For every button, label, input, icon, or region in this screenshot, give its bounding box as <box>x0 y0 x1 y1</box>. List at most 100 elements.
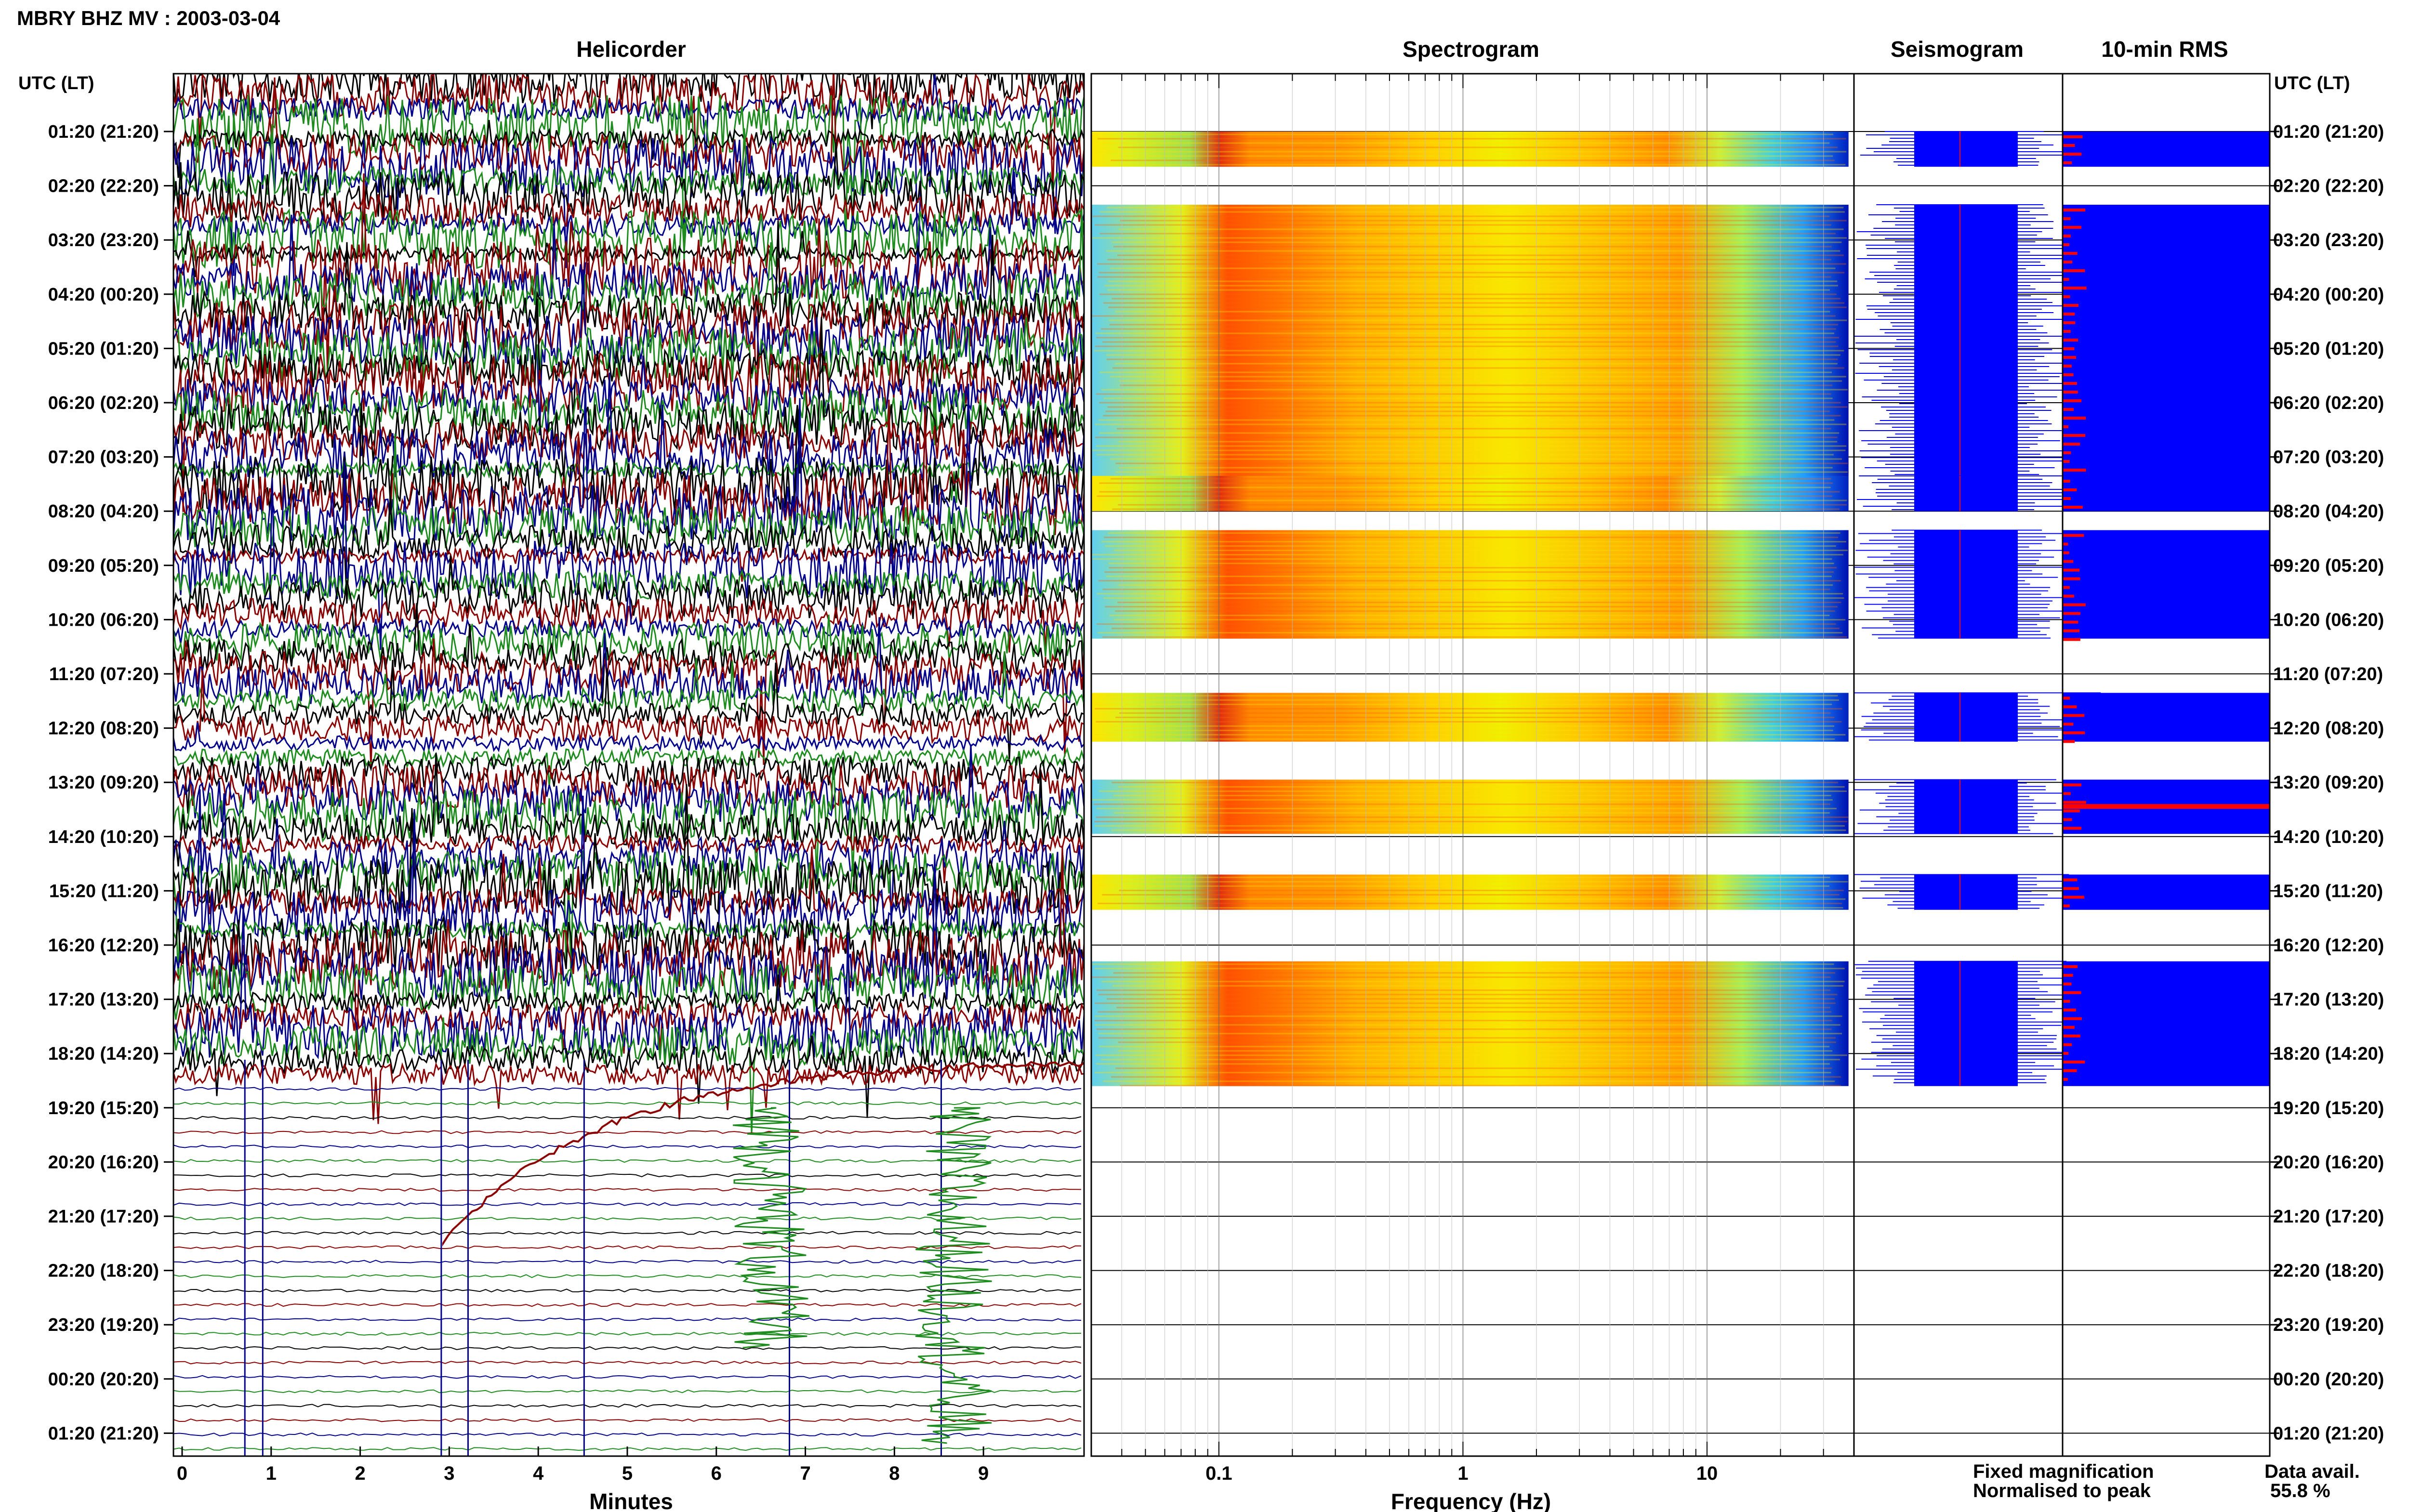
rms-normalised-bar <box>2063 973 2073 977</box>
rms-normalised-bar <box>2063 697 2070 700</box>
helicorder-decay-trace <box>442 1061 1084 1247</box>
helicorder-trace <box>173 1447 1082 1451</box>
helicorder-trace <box>173 1274 1082 1278</box>
rms-normalised-bar <box>2063 991 2081 994</box>
spectrogram-segment <box>1091 693 1849 742</box>
helicorder-burst <box>733 1107 810 1349</box>
time-label: 16:20 (12:20) <box>48 935 159 956</box>
seismogram-segment <box>1914 961 2018 1086</box>
time-label: 01:20 (21:20) <box>2273 122 2384 142</box>
time-label: 23:20 (19:20) <box>2273 1315 2384 1335</box>
rms-normalised-bar <box>2063 269 2085 273</box>
time-label: 21:20 (17:20) <box>2273 1207 2384 1227</box>
helicorder-title: Helicorder <box>576 37 686 62</box>
spectrogram-segment <box>1091 476 1849 512</box>
time-label: 02:20 (22:20) <box>48 176 159 197</box>
rms-normalised-bar <box>2063 373 2074 377</box>
x-axis-ticks: 0 1 2 3 4 5 6 7 8 9 0.1 1 10 <box>177 1446 1718 1484</box>
seismogram-segment <box>1914 476 2018 512</box>
rms-bands <box>2063 131 2270 1086</box>
time-label: 06:20 (02:20) <box>2273 393 2384 413</box>
frequency-axis-label: Frequency (Hz) <box>1391 1489 1551 1512</box>
minutes-tick-label: 6 <box>711 1463 722 1484</box>
rms-normalised-bar <box>2063 731 2085 735</box>
time-label: 11:20 (07:20) <box>2273 664 2383 684</box>
rms-normalised-bar <box>2063 999 2070 1003</box>
minutes-tick-label: 9 <box>978 1463 989 1484</box>
helicorder-trace <box>173 1216 1082 1221</box>
helicorder-trace <box>173 569 1084 603</box>
helicorder-trace <box>173 1389 1082 1394</box>
time-label: 13:20 (09:20) <box>2273 773 2384 793</box>
helicorder-trace <box>173 317 1084 446</box>
minutes-tick-label: 4 <box>533 1463 544 1484</box>
minutes-tick-label: 1 <box>266 1463 277 1484</box>
rms-normalised-bar <box>2063 1078 2068 1081</box>
rms-normalised-bar <box>2063 497 2071 500</box>
rms-normalised-bar <box>2063 1017 2082 1020</box>
rms-segment <box>2063 874 2270 910</box>
rms-segment <box>2063 693 2270 742</box>
time-label: 16:20 (12:20) <box>2273 935 2384 956</box>
rms-normalised-bar <box>2063 1043 2072 1046</box>
rms-normalised-bar <box>2063 551 2069 554</box>
legend-normalised-to-peak: Normalised to peak <box>1973 1480 2151 1501</box>
helicorder-trace <box>173 1346 1082 1350</box>
data-availability-label: Data avail. <box>2264 1461 2360 1482</box>
helicorder-trace <box>173 377 1084 586</box>
helicorder-trace <box>173 389 1084 436</box>
rms-title: 10-min RMS <box>2101 37 2228 62</box>
rms-normalised-bar <box>2063 714 2085 717</box>
time-axis-label-left: UTC (LT) <box>18 73 94 93</box>
helicorder-trace <box>173 1187 1082 1192</box>
helicorder-trace <box>173 461 1084 650</box>
rms-segment <box>2063 530 2270 639</box>
spectrogram-segment <box>1091 530 1849 639</box>
rms-normalised-bar <box>2063 534 2084 537</box>
minutes-tick-label: 8 <box>889 1463 900 1484</box>
helicorder-trace <box>173 1130 1082 1134</box>
time-label: 02:20 (22:20) <box>2273 176 2384 197</box>
time-label: 07:20 (03:20) <box>2273 447 2384 468</box>
rms-normalised-bar <box>2063 620 2078 624</box>
rms-normalised-bar <box>2063 451 2071 455</box>
helicorder-trace <box>173 1303 1082 1307</box>
spectrogram-segment <box>1091 205 1849 476</box>
helicorder-trace <box>173 904 1084 1060</box>
rms-normalised-bar <box>2063 252 2078 255</box>
time-label: 05:20 (01:20) <box>48 339 159 359</box>
spectrogram-segment <box>1091 874 1849 910</box>
helicorder-trace <box>173 94 1084 266</box>
rms-normalised-bar <box>2063 235 2071 238</box>
spectrogram-frequency-grid <box>1091 74 1854 1456</box>
helicorder-trace <box>173 399 1084 535</box>
helicorder-trace <box>173 974 1084 1016</box>
time-label: 15:20 (11:20) <box>49 881 159 901</box>
spectrogram-bands <box>1091 131 1849 1087</box>
time-label: 21:20 (17:20) <box>48 1207 159 1227</box>
rms-normalised-bar <box>2063 425 2069 429</box>
helicorder-burst <box>915 1107 992 1444</box>
time-labels-right: 01:20 (21:20) 02:20 (22:20) 03:20 (23:20) 0… <box>2273 122 2384 1444</box>
helicorder-trace <box>173 919 1084 941</box>
seismogram-bands <box>1853 131 2101 1086</box>
time-labels-left: 01:20 (21:20) 02:20 (22:20) 03:20 (23:20) 0… <box>48 122 159 1444</box>
time-label: 04:20 (00:20) <box>48 285 159 305</box>
frequency-tick-label: 1 <box>1457 1463 1468 1484</box>
helicorder-trace <box>173 845 1084 1057</box>
helicorder-trace <box>173 1144 1082 1149</box>
rms-normalised-bar <box>2063 313 2075 316</box>
rms-normalised-bar <box>2063 629 2079 632</box>
helicorder-trace <box>173 382 1084 517</box>
time-label: 22:20 (18:20) <box>48 1261 159 1281</box>
helicorder-trace <box>173 1360 1082 1365</box>
rms-normalised-bar <box>2063 506 2083 509</box>
time-label: 05:20 (01:20) <box>2273 339 2384 359</box>
rms-normalised-bar <box>2063 705 2077 709</box>
time-label: 19:20 (15:20) <box>48 1098 159 1118</box>
rms-normalised-bar <box>2063 542 2068 546</box>
helicorder-trace <box>173 543 1084 582</box>
rms-normalised-bar <box>2063 887 2079 890</box>
rms-normalised-bar <box>2063 1026 2075 1029</box>
rms-normalised-bar <box>2063 278 2069 281</box>
